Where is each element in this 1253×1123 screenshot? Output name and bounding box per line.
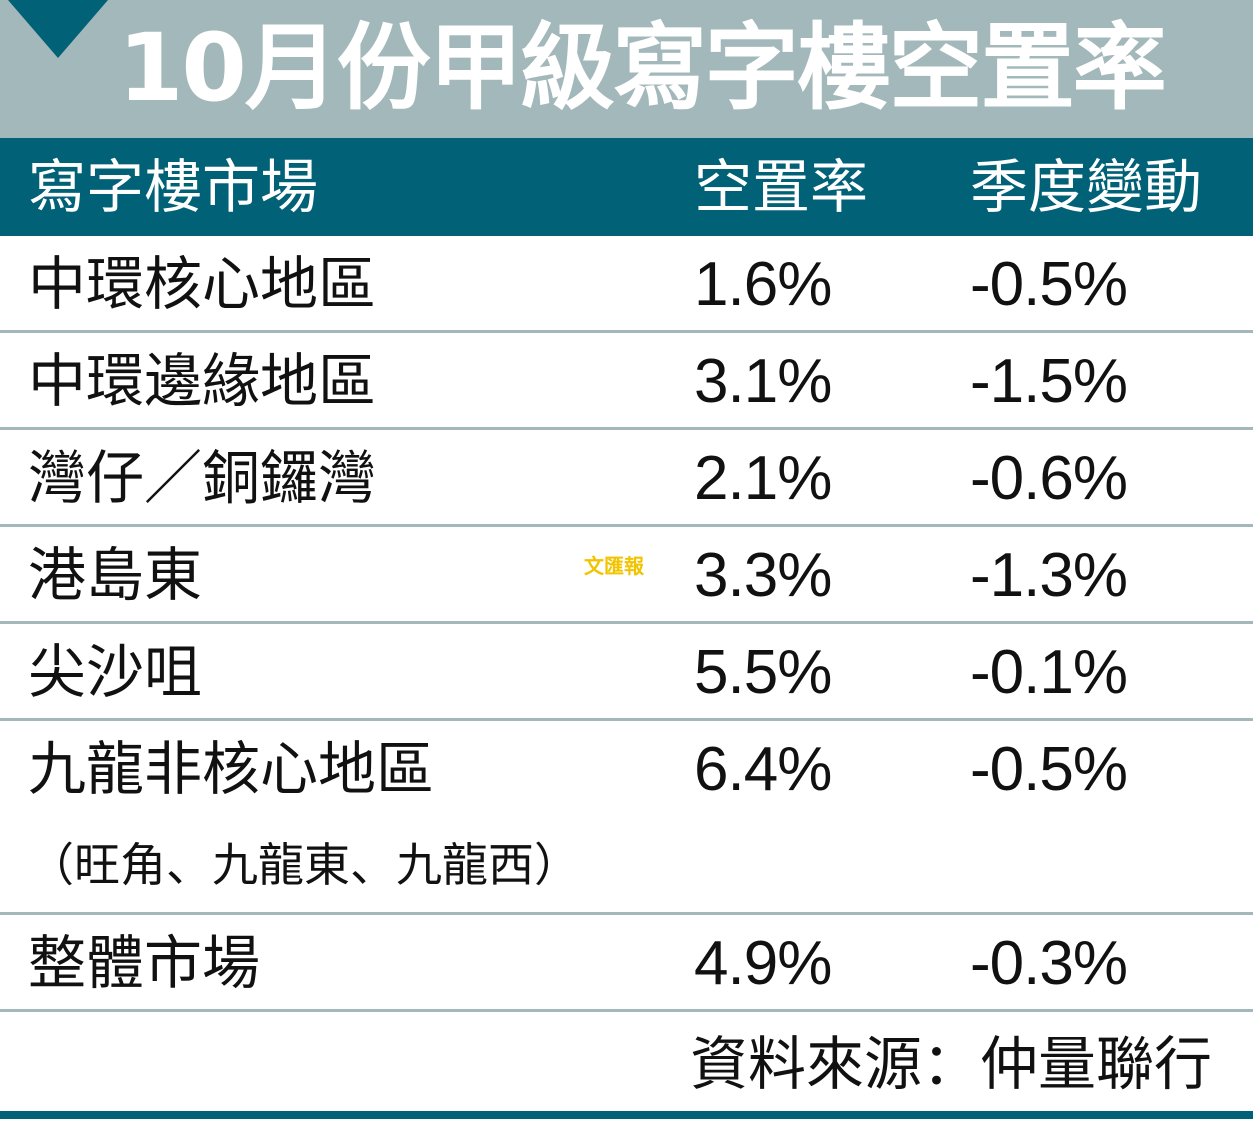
cell-vacancy: 3.3% xyxy=(694,541,832,610)
cell-change: -0.5% xyxy=(970,250,1128,319)
cell-change: -0.3% xyxy=(970,929,1128,998)
table-row: 港島東 3.3% -1.3% xyxy=(0,527,1253,624)
table-row: 中環邊緣地區 3.1% -1.5% xyxy=(0,333,1253,430)
table-body: 中環核心地區 1.6% -0.5% 中環邊緣地區 3.1% -1.5% 灣仔／銅鑼灣 2.1%… xyxy=(0,236,1253,1012)
title-triangle-icon xyxy=(8,0,108,58)
chart-title: 10月份甲級寫字樓空置率 xyxy=(118,14,1167,123)
cell-market: 九龍非核心地區 xyxy=(28,735,435,803)
cell-change: -1.3% xyxy=(970,541,1128,610)
table-row: 尖沙咀 5.5% -0.1% xyxy=(0,624,1253,721)
cell-vacancy: 3.1% xyxy=(694,347,832,416)
cell-change: -0.6% xyxy=(970,444,1128,513)
cell-vacancy: 4.9% xyxy=(694,929,832,998)
cell-change: -0.5% xyxy=(970,735,1128,804)
cell-market: 灣仔／銅鑼灣 xyxy=(28,444,377,512)
cell-change: -0.1% xyxy=(970,638,1128,707)
table-row: 整體市場 4.9% -0.3% xyxy=(0,915,1253,1012)
source-row: 資料來源：仲量聯行 xyxy=(0,1018,1253,1111)
cell-vacancy: 1.6% xyxy=(694,250,832,319)
table-row: 中環核心地區 1.6% -0.5% xyxy=(0,236,1253,333)
cell-market: 港島東 xyxy=(28,541,203,609)
watermark-logo: 文匯報 xyxy=(584,554,644,578)
cell-change: -1.5% xyxy=(970,347,1128,416)
source-note: 資料來源：仲量聯行 xyxy=(690,1030,1213,1098)
cell-vacancy: 2.1% xyxy=(694,444,832,513)
cell-vacancy: 6.4% xyxy=(694,735,832,804)
cell-market: 中環邊緣地區 xyxy=(28,347,377,415)
cell-vacancy: 5.5% xyxy=(694,638,832,707)
cell-market: 尖沙咀 xyxy=(28,638,203,706)
header-change: 季度變動 xyxy=(970,153,1203,221)
cell-market: 中環核心地區 xyxy=(28,250,377,318)
table-row: 灣仔／銅鑼灣 2.1% -0.6% xyxy=(0,430,1253,527)
bottom-rule xyxy=(0,1111,1253,1119)
cell-market-note: （旺角、九龍東、九龍西） xyxy=(28,838,580,892)
table-row: 九龍非核心地區 6.4% -0.5% （旺角、九龍東、九龍西） xyxy=(0,721,1253,915)
table-header: 寫字樓市場 空置率 季度變動 xyxy=(0,138,1253,236)
header-vacancy: 空置率 xyxy=(694,153,869,221)
header-market: 寫字樓市場 xyxy=(28,153,319,221)
title-bar: 10月份甲級寫字樓空置率 xyxy=(0,0,1253,138)
cell-market: 整體市場 xyxy=(28,929,261,997)
